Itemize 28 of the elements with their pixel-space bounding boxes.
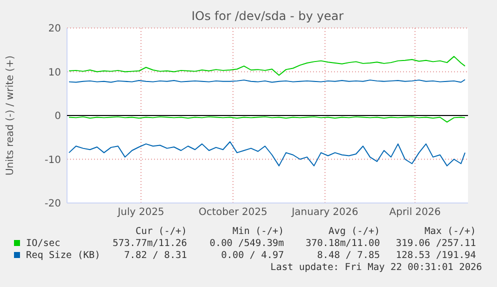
x-tick-label: April 2026 — [389, 207, 441, 218]
text: 128.53 /191.94 — [396, 250, 476, 261]
y-axis-title: Units read (-) / write (+) — [5, 55, 16, 176]
text: 319.06 /257.11 — [396, 238, 476, 249]
legend-label: Req Size (KB) — [26, 250, 100, 261]
text: Avg (-/+) — [328, 226, 380, 237]
text: Min (-/+) — [232, 226, 284, 237]
x-tick-label: October 2025 — [198, 207, 268, 218]
text: 7.82 / 8.31 — [124, 250, 188, 261]
y-tick-label: -10 — [44, 154, 61, 166]
text: 8.48 / 7.85 — [317, 250, 380, 261]
y-tick-label: 20 — [48, 24, 61, 34]
legend-label: IO/sec — [26, 238, 60, 249]
text: Cur (-/+) — [136, 226, 187, 237]
text: Last update: Fri May 22 00:31:01 2026 — [270, 262, 482, 273]
y-tick-label: 10 — [48, 67, 61, 78]
line-series — [68, 56, 466, 76]
text: 0.00 /549.39m — [210, 238, 284, 249]
text: 370.18m/11.00 — [306, 238, 380, 249]
x-tick-label: January 2026 — [290, 207, 358, 218]
chart-title: IOs for /dev/sda - by year — [191, 9, 344, 23]
y-tick-label: 0 — [54, 111, 61, 122]
text: 573.77m/11.26 — [112, 238, 188, 249]
text: Max (-/+) — [424, 226, 476, 237]
x-tick-label: July 2025 — [116, 207, 164, 218]
line-series — [68, 141, 466, 166]
y-tick-label: -20 — [44, 198, 61, 210]
text: 0.00 / 4.97 — [221, 250, 284, 261]
